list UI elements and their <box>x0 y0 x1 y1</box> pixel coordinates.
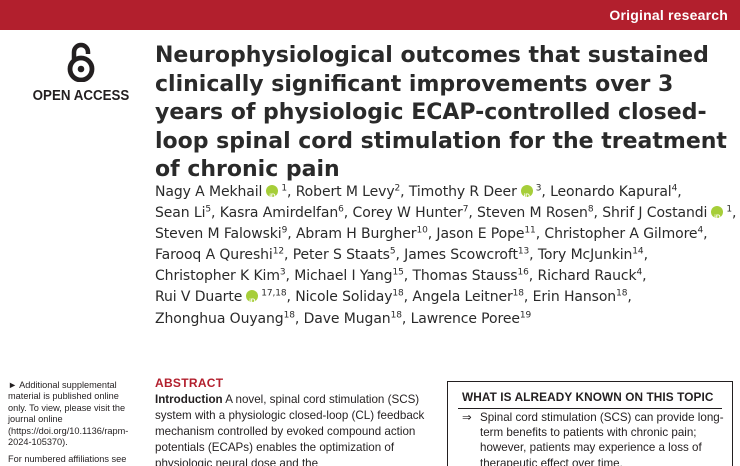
author-name: Peter S Staats <box>292 247 390 264</box>
affiliation-marker: 11 <box>524 225 536 236</box>
affiliation-marker: 18 <box>390 309 402 320</box>
author-name: Steven M Falowski <box>155 226 282 243</box>
affiliation-marker: 1 <box>281 183 287 194</box>
author-line: Farooq A Qureshi12, Peter S Staats5, Jam… <box>155 246 648 264</box>
abstract-intro-label: Introduction <box>155 393 223 406</box>
author-name: Angela Leitner <box>412 289 513 306</box>
orcid-icon[interactable] <box>711 206 724 228</box>
author-line: Christopher K Kim3, Michael I Yang15, Th… <box>155 267 647 285</box>
affiliations-note: For numbered affiliations see end of art… <box>8 454 127 466</box>
author-name: James Scowcroft <box>404 247 518 264</box>
affiliation-marker: 18 <box>512 288 524 299</box>
affiliation-marker: 6 <box>338 204 344 215</box>
author-name: Farooq A Qureshi <box>155 247 273 264</box>
author-name: Corey W Hunter <box>352 205 463 222</box>
affiliation-marker: 17,18 <box>261 288 287 299</box>
affiliation-marker: 9 <box>281 225 288 236</box>
affiliation-marker: 1 <box>726 204 732 215</box>
author-name: Lawrence Poree <box>410 310 520 327</box>
author-name: Richard Rauck <box>537 268 637 285</box>
author-name: Tory McJunkin <box>537 247 633 264</box>
author-line: Zhonghua Ouyang18, Dave Mugan18, Lawrenc… <box>155 309 532 327</box>
affiliation-marker: 2 <box>394 183 401 194</box>
affiliation-marker: 13 <box>517 246 530 257</box>
author-name: Timothy R Deer <box>408 184 517 200</box>
author-name: Christopher A Gilmore <box>544 226 698 243</box>
author-name: Michael I Yang <box>294 268 393 285</box>
author-name: Dave Mugan <box>303 310 391 327</box>
author-name: Shrif J Costandi <box>602 205 708 222</box>
sidenote: ► Additional supplemental material is pu… <box>8 380 133 466</box>
affiliation-marker: 16 <box>517 267 529 278</box>
open-access-lock-icon <box>67 42 95 82</box>
known-topic-text: Spinal cord stimulation (SCS) can provid… <box>480 411 724 466</box>
affiliation-marker: 12 <box>272 246 284 257</box>
author-line: Nagy A Mekhail1, Robert M Levy2, Timothy… <box>155 182 740 207</box>
author-name: Abram H Burgher <box>295 226 417 243</box>
affiliation-marker: 4 <box>697 225 704 236</box>
abstract-intro-text: A novel, spinal cord stimulation (SCS) s… <box>155 393 425 466</box>
author-name: Leonardo Kapural <box>550 184 672 200</box>
affiliation-marker: 18 <box>392 288 404 299</box>
orcid-icon[interactable] <box>246 290 259 313</box>
author-line: Sean Li5, Kasra Amirdelfan6, Corey W Hun… <box>155 203 740 228</box>
affiliation-marker: 8 <box>587 204 594 215</box>
orcid-icon[interactable] <box>520 185 533 207</box>
author-list: Nagy A Mekhail1, Robert M Levy2, Timothy… <box>155 182 740 330</box>
affiliation-marker: 15 <box>392 267 404 278</box>
affiliation-marker: 3 <box>535 183 542 194</box>
affiliation-marker: 5 <box>205 204 212 215</box>
author-name: Nicole Soliday <box>295 289 393 306</box>
author-name: Zhonghua Ouyang <box>155 310 284 327</box>
arrow-bullet-icon: ⇒ <box>462 412 472 424</box>
section-label: Original research <box>609 7 728 23</box>
author-name: Christopher K Kim <box>155 268 280 285</box>
known-topic-heading: WHAT IS ALREADY KNOWN ON THIS TOPIC <box>462 390 714 404</box>
author-line: Steven M Falowski9, Abram H Burgher10, J… <box>155 225 708 243</box>
author-line: Rui V Duarte17,18, Nicole Soliday18, Ang… <box>155 287 740 313</box>
affiliation-marker: 7 <box>462 204 469 215</box>
affiliation-marker: 18 <box>616 288 628 299</box>
known-topic-divider <box>458 408 722 410</box>
section-band: Original research <box>0 0 740 30</box>
author-name: Jason E Pope <box>436 226 525 243</box>
author-name: Rui V Duarte <box>155 289 243 306</box>
author-name: Robert M Levy <box>295 184 395 200</box>
author-name: Thomas Stauss <box>412 268 518 285</box>
affiliation-marker: 5 <box>389 246 396 257</box>
article-title: Neurophysiological outcomes that sustain… <box>155 43 727 182</box>
author-name: Nagy A Mekhail <box>155 184 263 200</box>
orcid-icon[interactable] <box>266 185 279 207</box>
affiliation-marker: 4 <box>636 267 643 278</box>
abstract-body: Introduction A novel, spinal cord stimul… <box>155 392 425 466</box>
affiliation-marker: 14 <box>632 246 644 257</box>
affiliation-marker: 19 <box>519 309 532 320</box>
abstract-heading: ABSTRACT <box>155 376 224 390</box>
author-name: Sean Li <box>155 205 206 222</box>
affiliation-marker: 3 <box>279 267 286 278</box>
author-name: Kasra Amirdelfan <box>219 205 339 222</box>
open-access-label: OPEN ACCESS <box>32 88 130 104</box>
author-name: Steven M Rosen <box>477 205 588 222</box>
affiliation-marker: 10 <box>416 225 428 236</box>
open-access-badge[interactable]: OPEN ACCESS <box>27 42 135 104</box>
author-name: Erin Hanson <box>532 289 617 306</box>
affiliation-marker: 18 <box>283 309 295 320</box>
known-topic-box: WHAT IS ALREADY KNOWN ON THIS TOPIC ⇒ Sp… <box>447 381 733 466</box>
affiliation-marker: 4 <box>671 183 678 194</box>
supplemental-note: ► Additional supplemental material is pu… <box>8 380 129 448</box>
